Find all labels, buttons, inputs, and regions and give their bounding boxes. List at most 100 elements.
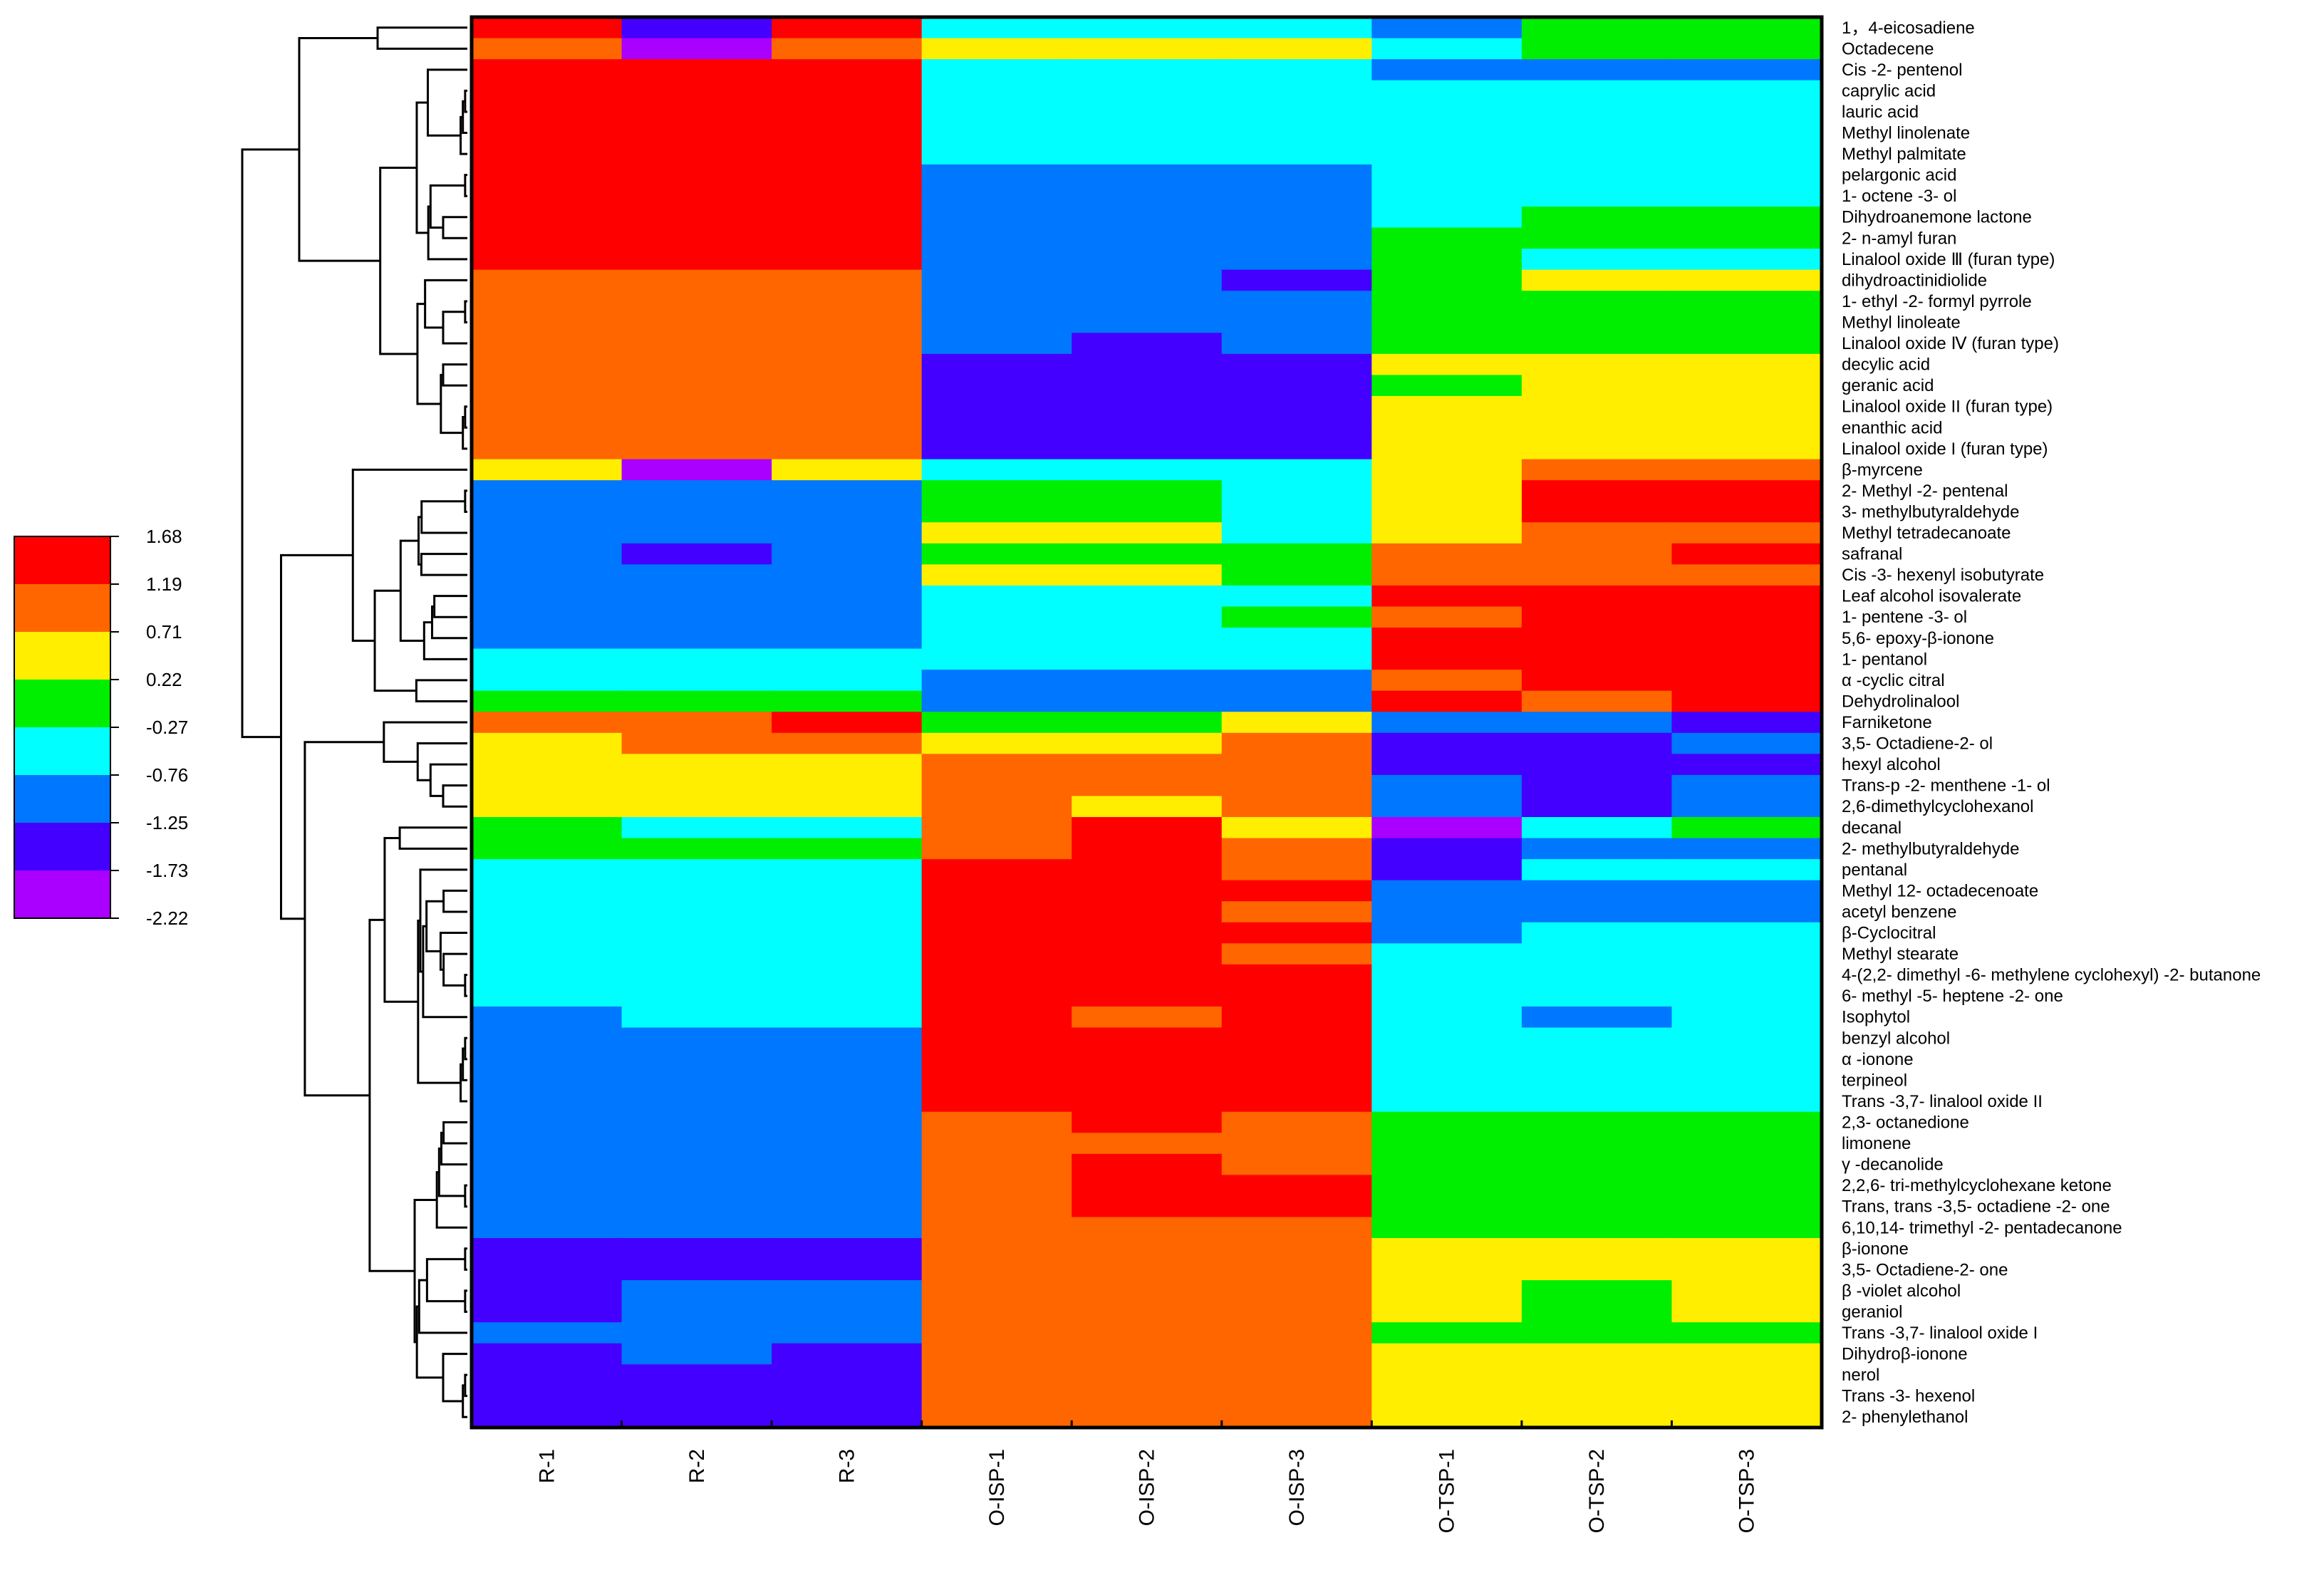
heatmap-cell (1072, 690, 1223, 712)
heatmap-cell (1521, 249, 1673, 271)
dendrogram-branch (399, 539, 425, 642)
dendrogram-branch (241, 148, 299, 739)
dendrogram-branch (439, 932, 467, 971)
heatmap-cell (1671, 1217, 1822, 1239)
heatmap-cell (621, 249, 772, 271)
heatmap-cell (921, 101, 1072, 123)
heatmap-cell (1072, 964, 1223, 986)
heatmap-cell (1371, 185, 1522, 207)
dendrogram-branch (440, 1131, 467, 1166)
dendrogram-branch (417, 919, 461, 1084)
heatmap-cell (621, 185, 772, 207)
row-label: Dehydrolinalool (1842, 692, 1959, 711)
row-label: Methyl palmitate (1842, 145, 1966, 164)
heatmap-cell (1221, 353, 1372, 375)
heatmap-cell (1371, 922, 1522, 944)
heatmap-cell (921, 922, 1072, 944)
heatmap-cell (1521, 1406, 1673, 1428)
heatmap-cell (1671, 712, 1822, 734)
heatmap-cell (1072, 1027, 1223, 1049)
heatmap-cell (1371, 585, 1522, 608)
heatmap-cell (921, 395, 1072, 418)
dendrogram-branch (427, 205, 467, 261)
heatmap-cell (1371, 59, 1522, 81)
dendrogram-branch (442, 311, 467, 345)
row-label: Linalool oxide I (furan type) (1842, 440, 2048, 459)
heatmap-cell (1521, 1153, 1673, 1175)
heatmap-cell (1221, 1049, 1372, 1071)
heatmap-cell (1072, 1217, 1223, 1239)
heatmap-cell (1671, 249, 1822, 271)
heatmap-cell (1521, 670, 1673, 692)
heatmap-cell (1671, 690, 1822, 712)
heatmap-cell (1072, 38, 1223, 60)
heatmap-cell (1221, 80, 1372, 102)
heatmap-cell (1371, 1385, 1522, 1408)
heatmap-cell (1371, 375, 1522, 397)
heatmap-cell (472, 185, 623, 207)
heatmap-cell (621, 501, 772, 523)
heatmap-cell (772, 227, 923, 249)
heatmap-cell (772, 985, 923, 1007)
row-label: Methyl linolenate (1842, 124, 1970, 143)
heatmap-cell (1521, 1027, 1673, 1049)
dendrogram-branch (442, 216, 467, 239)
heatmap-cell (772, 628, 923, 650)
row-label: 2,6-dimethylcyclohexanol (1842, 797, 2033, 816)
heatmap-cell (1371, 417, 1522, 439)
heatmap-cell (621, 880, 772, 902)
heatmap-cell (1371, 291, 1522, 313)
row-label: α -cyclic citral (1842, 671, 1945, 690)
heatmap-cell (1371, 206, 1522, 229)
heatmap-cell (472, 1153, 623, 1175)
heatmap-cell (621, 311, 772, 333)
heatmap-cell (1221, 1091, 1372, 1113)
heatmap-cell (472, 38, 623, 60)
dendrogram-branch (415, 679, 467, 702)
heatmap-cell (1521, 838, 1673, 860)
heatmap-cell (1521, 1091, 1673, 1113)
dendrogram-branch (351, 468, 467, 642)
heatmap-cell (1521, 880, 1673, 902)
heatmap-cell (921, 1343, 1072, 1365)
row-label: β -violet alcohol (1842, 1282, 1961, 1301)
heatmap-cell (1521, 17, 1673, 39)
row-label: Methyl 12- octadecenoate (1842, 881, 2038, 900)
heatmap-cell (1371, 143, 1522, 165)
heatmap-cell (1221, 670, 1372, 692)
heatmap-cell (1671, 17, 1822, 39)
heatmap-cell (472, 353, 623, 375)
legend-swatch (14, 584, 110, 632)
heatmap-cell (772, 816, 923, 839)
heatmap-cell (472, 1364, 623, 1386)
heatmap-cell (1671, 101, 1822, 123)
dendrogram-branch (460, 115, 467, 155)
dendrogram-branch (368, 918, 415, 1272)
heatmap-cell (1521, 459, 1673, 481)
heatmap-cell (472, 796, 623, 818)
heatmap-cell (1671, 1322, 1822, 1344)
heatmap-cell (1072, 1069, 1223, 1091)
row-label: decanal (1842, 818, 1902, 838)
heatmap-cell (1371, 774, 1522, 797)
row-label: 2- n-amyl furan (1842, 229, 1956, 248)
legend-swatch (14, 680, 110, 727)
heatmap-cell (921, 249, 1072, 271)
heatmap-cell (472, 564, 623, 586)
heatmap-cell (1072, 1343, 1223, 1365)
heatmap-cell (472, 164, 623, 187)
row-label: β-ionone (1842, 1239, 1909, 1259)
row-label: Linalool oxide Ⅳ (furan type) (1842, 334, 2059, 353)
heatmap-cell (772, 1091, 923, 1113)
heatmap-cell (472, 985, 623, 1007)
heatmap-cell (921, 1385, 1072, 1408)
dendrogram-branch (429, 184, 465, 229)
heatmap-cell (772, 796, 923, 818)
row-label: geranic acid (1842, 376, 1934, 395)
heatmap-cell (621, 353, 772, 375)
heatmap-cell (1221, 227, 1372, 249)
heatmap-cell (1521, 1217, 1673, 1239)
legend-label: -0.76 (146, 764, 188, 786)
heatmap-cell (921, 1175, 1072, 1197)
legend-label: 1.68 (146, 526, 182, 547)
